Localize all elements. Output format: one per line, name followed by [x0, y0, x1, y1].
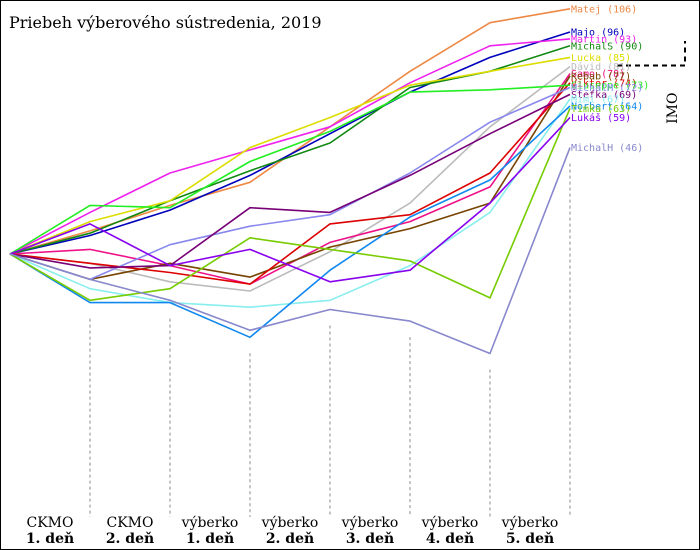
series-label-štefka: Štefka (69) [571, 88, 637, 101]
category-label-line1: výberko [341, 514, 399, 531]
series-label-mimi: Mimi (67) [571, 95, 625, 106]
category-label-line2: 4. deň [426, 531, 474, 547]
series-label-michals: MichalS (90) [571, 41, 643, 52]
series-line-štefka [9, 93, 571, 269]
series-label-dávid: Dávid (81) [571, 61, 631, 73]
series-label-giuseppe: Giuseppe (73) [571, 81, 649, 92]
category-label-line2: 1. deň [186, 531, 234, 547]
category-label-line2: 2. deň [266, 531, 314, 547]
series-label-viktor: Viktor (74) [571, 78, 637, 89]
series-line-giuseppe [9, 84, 571, 255]
series-line-norbert [9, 105, 571, 339]
category-label-line2: 2. deň [106, 531, 154, 547]
category-label-line1: výberko [421, 514, 479, 531]
series-labels: Matej (106) Majo (96)Martin (93)MichalS (… [571, 4, 649, 154]
series-line-lukáš [9, 116, 571, 283]
imo-threshold: IMO [617, 41, 686, 124]
series-label-timka: Timka (63) [571, 104, 631, 115]
category-label-line1: výberko [501, 514, 559, 531]
series-label-norbert: Norbert (64) [571, 101, 643, 112]
series-line-michals [9, 45, 571, 255]
category-label-line1: výberko [261, 514, 319, 531]
imo-threshold-line [617, 41, 686, 67]
series-label-majo: Majo (96) [571, 27, 625, 38]
category-label-line2: 1. deň [26, 531, 74, 547]
series-label-samo: Samo (78) [571, 69, 625, 80]
series-label-martin: Martin (93) [571, 34, 637, 45]
series-line-michalh [9, 147, 571, 355]
category-label-line2: 3. deň [346, 531, 394, 547]
series-line-michalm [9, 86, 571, 281]
category-label-line1: CKMO [27, 515, 74, 531]
imo-label: IMO [665, 93, 681, 124]
series-lines [9, 8, 571, 355]
series-label-kebab: Kebab (77) [571, 71, 631, 82]
series-label-michalm: MichalM (72) [571, 83, 643, 94]
series-label-lukáš: Lukáš (59) [571, 112, 631, 124]
category-label-line1: výberko [181, 514, 239, 531]
series-line-samo [9, 73, 571, 285]
series-label-matej: Matej (106) [571, 4, 637, 15]
category-label-line1: CKMO [107, 515, 154, 531]
chart-title: Priebeh výberového sústredenia, 2019 [9, 13, 322, 32]
series-line-timka [9, 107, 571, 302]
category-label-line2: 5. deň [506, 531, 554, 547]
series-line-dávid [9, 65, 571, 292]
series-label-michalh: MichalH (46) [571, 143, 643, 154]
series-line-kebab [9, 75, 571, 281]
day-dividers [89, 163, 571, 517]
series-line-lucka [9, 56, 571, 255]
series-label-lucka: Lucka (85) [571, 53, 631, 64]
series-line-viktor [9, 82, 571, 285]
